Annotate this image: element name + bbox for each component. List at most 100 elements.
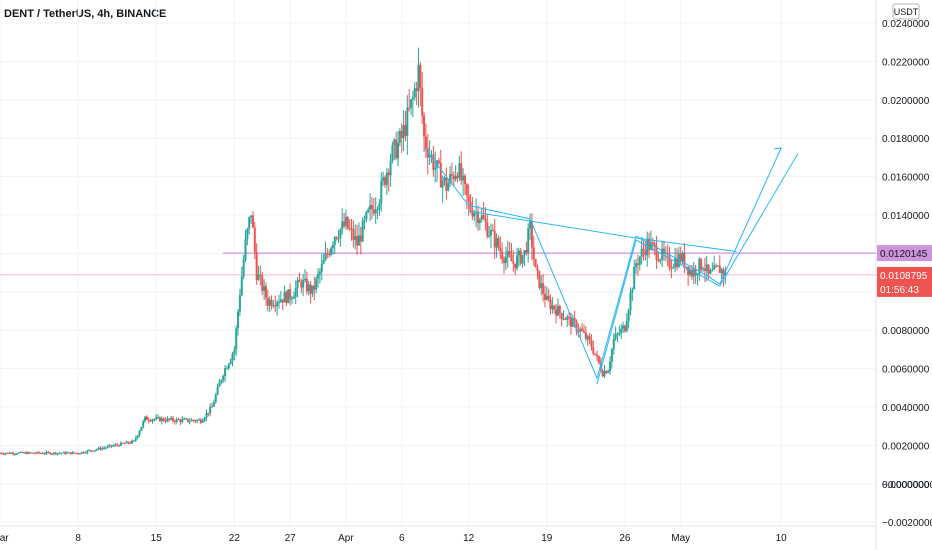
y-tick-label: 0.0140000 <box>882 211 930 222</box>
candle-body <box>521 254 524 264</box>
candle-body <box>52 452 55 454</box>
candle-body <box>352 229 355 240</box>
candle-body <box>91 450 94 452</box>
candle-body <box>575 321 578 332</box>
candle-body <box>571 318 574 327</box>
candle-body <box>62 452 65 454</box>
candle-body <box>482 215 485 219</box>
y-tick-label: −0.0020000 <box>882 518 932 529</box>
candle-body <box>309 284 312 294</box>
candle-body <box>147 419 150 421</box>
candle-body <box>140 426 143 431</box>
candle-body <box>488 235 491 237</box>
candle-body <box>432 154 435 170</box>
candle-body <box>118 445 121 447</box>
candle-body <box>423 115 426 137</box>
currency-badge[interactable] <box>892 3 920 20</box>
candle-body <box>305 278 308 292</box>
candle-body <box>45 452 48 454</box>
candle-body <box>322 260 325 264</box>
candle-body <box>391 145 394 161</box>
candle-body <box>277 301 280 303</box>
candle-body <box>449 173 452 184</box>
candle-body <box>4 453 7 455</box>
candle-body <box>281 299 284 303</box>
candle-body <box>289 289 292 300</box>
candle-body <box>622 325 625 329</box>
candle-body <box>56 453 59 455</box>
x-tick-label: 6 <box>399 533 405 544</box>
level-badge <box>877 245 932 262</box>
candle-body <box>543 293 546 300</box>
candle-body <box>183 418 186 420</box>
candle-body <box>389 160 392 176</box>
last-price-badge <box>877 266 932 297</box>
candle-body <box>569 316 572 327</box>
candle-body <box>318 271 321 275</box>
candle-body <box>387 172 390 176</box>
candle-body <box>590 340 593 347</box>
candle-body <box>532 247 535 260</box>
candle-body <box>160 418 163 422</box>
candle-body <box>659 259 662 262</box>
candle-body <box>393 139 396 146</box>
candle-body <box>480 215 483 220</box>
trendline-neckline[interactable] <box>468 210 737 252</box>
candle-body <box>452 175 455 180</box>
candle-body <box>629 292 632 311</box>
candle-body <box>638 256 641 265</box>
candle-body <box>315 278 318 290</box>
level-badge-label: 0.0120145 <box>880 249 928 260</box>
candle-body <box>523 250 526 255</box>
candle-body <box>131 440 134 444</box>
candle-body <box>486 222 489 237</box>
candle-body <box>99 447 102 450</box>
candle-body <box>556 305 559 316</box>
candle-body <box>229 360 232 365</box>
y-tick-label: 0.0200000 <box>882 96 930 107</box>
candle-body <box>545 295 548 300</box>
candle-body <box>376 209 379 211</box>
candle-body <box>10 452 13 454</box>
candle-body <box>276 302 279 307</box>
candle-body <box>296 280 299 289</box>
candle-body <box>490 229 493 236</box>
candle-body <box>601 370 604 377</box>
candle-body <box>188 421 191 423</box>
candle-body <box>145 416 148 420</box>
candle-body <box>330 248 333 255</box>
candle-body <box>558 305 561 314</box>
candle-body <box>292 296 295 299</box>
trendline-down-swing[interactable] <box>423 147 782 380</box>
x-tick-label: 22 <box>229 533 241 544</box>
candle-body <box>510 254 513 262</box>
candle-body <box>344 216 347 227</box>
trendlines[interactable] <box>423 147 799 385</box>
candle-body <box>82 452 85 454</box>
candle-body <box>689 269 692 275</box>
x-tick-label: 8 <box>75 533 81 544</box>
candle-body <box>664 252 667 255</box>
candle-body <box>6 452 9 454</box>
candle-body <box>248 217 251 229</box>
candle-body <box>616 333 619 335</box>
candle-body <box>646 238 649 256</box>
candle-body <box>421 88 424 116</box>
candle-body <box>266 297 269 306</box>
candle-body <box>655 246 658 260</box>
candle-body <box>473 213 476 217</box>
candle-body <box>171 417 174 421</box>
candle-body <box>651 242 654 244</box>
candle-body <box>441 180 444 188</box>
candle-body <box>354 236 357 240</box>
candle-body <box>205 412 208 418</box>
candle-body <box>668 254 671 268</box>
time-axis[interactable]: Mar 8 15 22 27 Apr 6 12 19 26 May 10 <box>0 525 876 544</box>
candle-body <box>93 450 96 452</box>
candle-body <box>471 209 474 217</box>
candle-body <box>198 419 201 421</box>
trendline-rising-projection[interactable] <box>596 153 799 385</box>
candle-body <box>434 167 437 170</box>
candle-body <box>356 236 359 246</box>
